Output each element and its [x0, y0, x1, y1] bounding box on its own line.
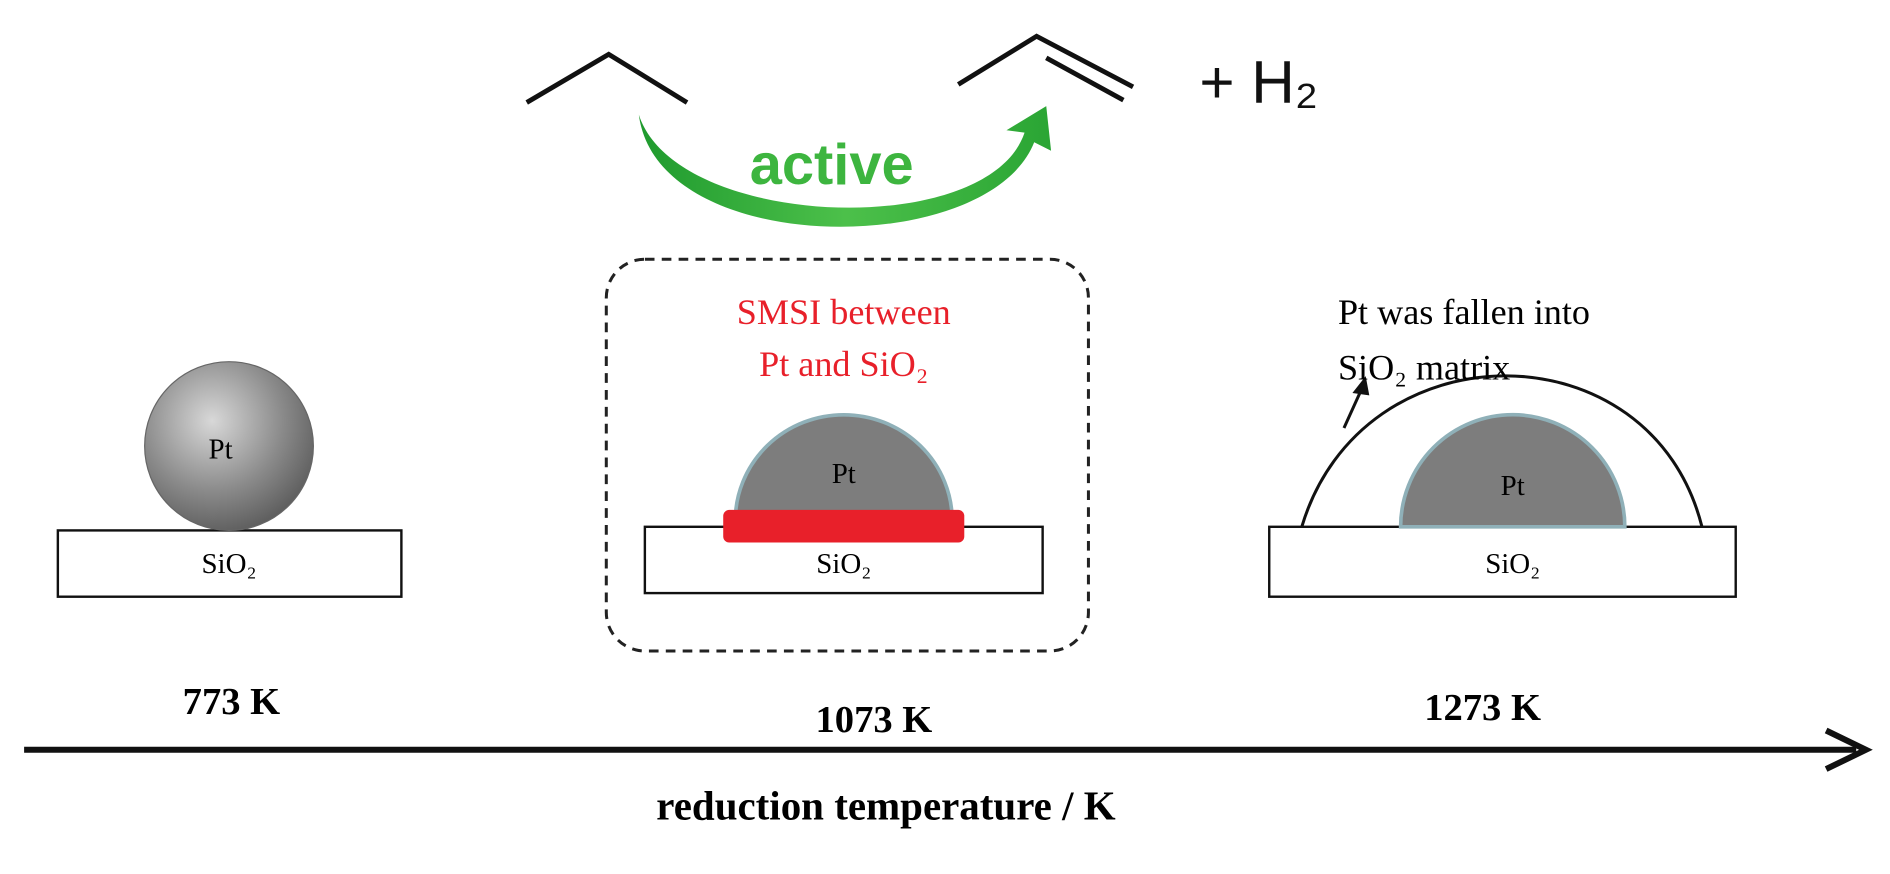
axis-label: reduction temperature / K — [656, 782, 1115, 828]
pointer-arrowhead — [1352, 376, 1370, 396]
particle-label: Pt — [209, 434, 233, 466]
smsi-layer — [723, 509, 965, 543]
particle-label: Pt — [1501, 470, 1525, 502]
highlight-box — [604, 257, 1090, 653]
propene — [956, 33, 1135, 89]
matrix-arc — [1300, 374, 1704, 528]
particle-label: Pt — [832, 458, 856, 490]
pointer-arrow — [1342, 387, 1364, 429]
double-bond — [1045, 55, 1125, 103]
reaction-label: active — [750, 133, 914, 197]
product-extra: + H₂ — [1199, 48, 1318, 116]
support — [56, 529, 403, 598]
temperature: 773 K — [183, 681, 280, 723]
propane — [525, 51, 689, 105]
axis-arrowhead — [1824, 727, 1873, 772]
support-label: SiO₂ — [1485, 548, 1540, 580]
reaction-arrow — [638, 106, 1052, 227]
support — [643, 525, 1044, 595]
temperature: 1073 K — [816, 699, 933, 741]
note-line: Pt and SiO₂ — [759, 344, 928, 384]
support-label: SiO₂ — [201, 548, 256, 580]
pt-particle — [1398, 412, 1627, 529]
temperature: 1273 K — [1424, 687, 1541, 729]
pt-particle — [733, 412, 955, 523]
pt-particle — [144, 361, 314, 532]
note-line: SMSI between — [737, 292, 951, 332]
note-line: Pt was fallen into — [1338, 292, 1590, 332]
note-line: SiO₂ matrix — [1338, 348, 1510, 388]
support — [1268, 525, 1737, 598]
support-label: SiO₂ — [816, 548, 871, 580]
